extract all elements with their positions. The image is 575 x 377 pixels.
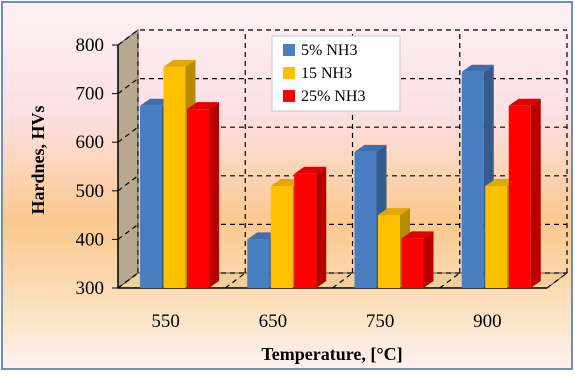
bar-550-3 [187, 102, 219, 288]
gridline-y-500 [117, 175, 567, 192]
x-tick-label: 550 [151, 311, 180, 332]
bar-side [530, 98, 541, 288]
y-tick-label: 500 [76, 181, 105, 202]
bar-front [461, 71, 484, 288]
bar-side [423, 231, 434, 288]
bar-top [508, 98, 541, 106]
legend-swatch [283, 90, 295, 102]
y-tick-label: 700 [76, 84, 105, 105]
y-tick-label: 600 [76, 132, 105, 153]
bar-top [354, 144, 387, 152]
legend-label: 5% NH3 [301, 42, 357, 59]
y-tick-label: 800 [76, 35, 105, 56]
gridline-y-700 [117, 77, 567, 95]
x-tick-label: 900 [473, 311, 502, 332]
gridline-floor [439, 272, 461, 289]
gridline-y-800 [117, 29, 567, 46]
bar-top [187, 102, 219, 110]
gridline-floor [117, 272, 139, 289]
side-wall [117, 29, 139, 289]
bar-front [354, 151, 377, 288]
legend-swatch [283, 67, 295, 79]
x-axis-title: Temperature, [°C] [261, 344, 402, 364]
bar-top [163, 59, 196, 67]
bar-top [378, 208, 410, 216]
bar-front [508, 105, 531, 288]
bar-front [401, 238, 424, 288]
bar-front [270, 185, 293, 288]
bar-front [163, 66, 186, 289]
bar-top [401, 231, 434, 239]
bar-650-3 [294, 166, 327, 288]
bar-side [209, 102, 219, 288]
gridline-floor [332, 272, 353, 289]
bar-front [485, 185, 508, 288]
bar-top [294, 166, 327, 174]
gridline-y-400 [117, 223, 567, 240]
bar-front [247, 239, 270, 288]
bar-front [140, 105, 162, 288]
legend: 5% NH3 15 NH3 25% NH3 [271, 35, 401, 112]
bar-900-3 [508, 98, 541, 288]
x-tick-label: 750 [366, 311, 395, 332]
bar-front [187, 109, 209, 288]
x-tick-label: 650 [259, 311, 288, 332]
gridline-floor [546, 272, 568, 289]
gridline-floor [224, 272, 246, 289]
y-tick-label: 400 [76, 229, 105, 250]
bar-top [461, 64, 494, 72]
bar-front [294, 173, 317, 288]
bar-side [316, 166, 327, 288]
y-tick-label: 300 [76, 278, 105, 299]
legend-label: 15 NH3 [301, 65, 352, 82]
bar-750-3 [401, 231, 434, 288]
bar-front [378, 215, 400, 288]
y-axis-title: Hardnes, HVs [28, 105, 48, 214]
legend-label: 25% NH3 [301, 88, 365, 105]
legend-swatch [283, 44, 295, 56]
gridline-y-600 [117, 126, 567, 143]
